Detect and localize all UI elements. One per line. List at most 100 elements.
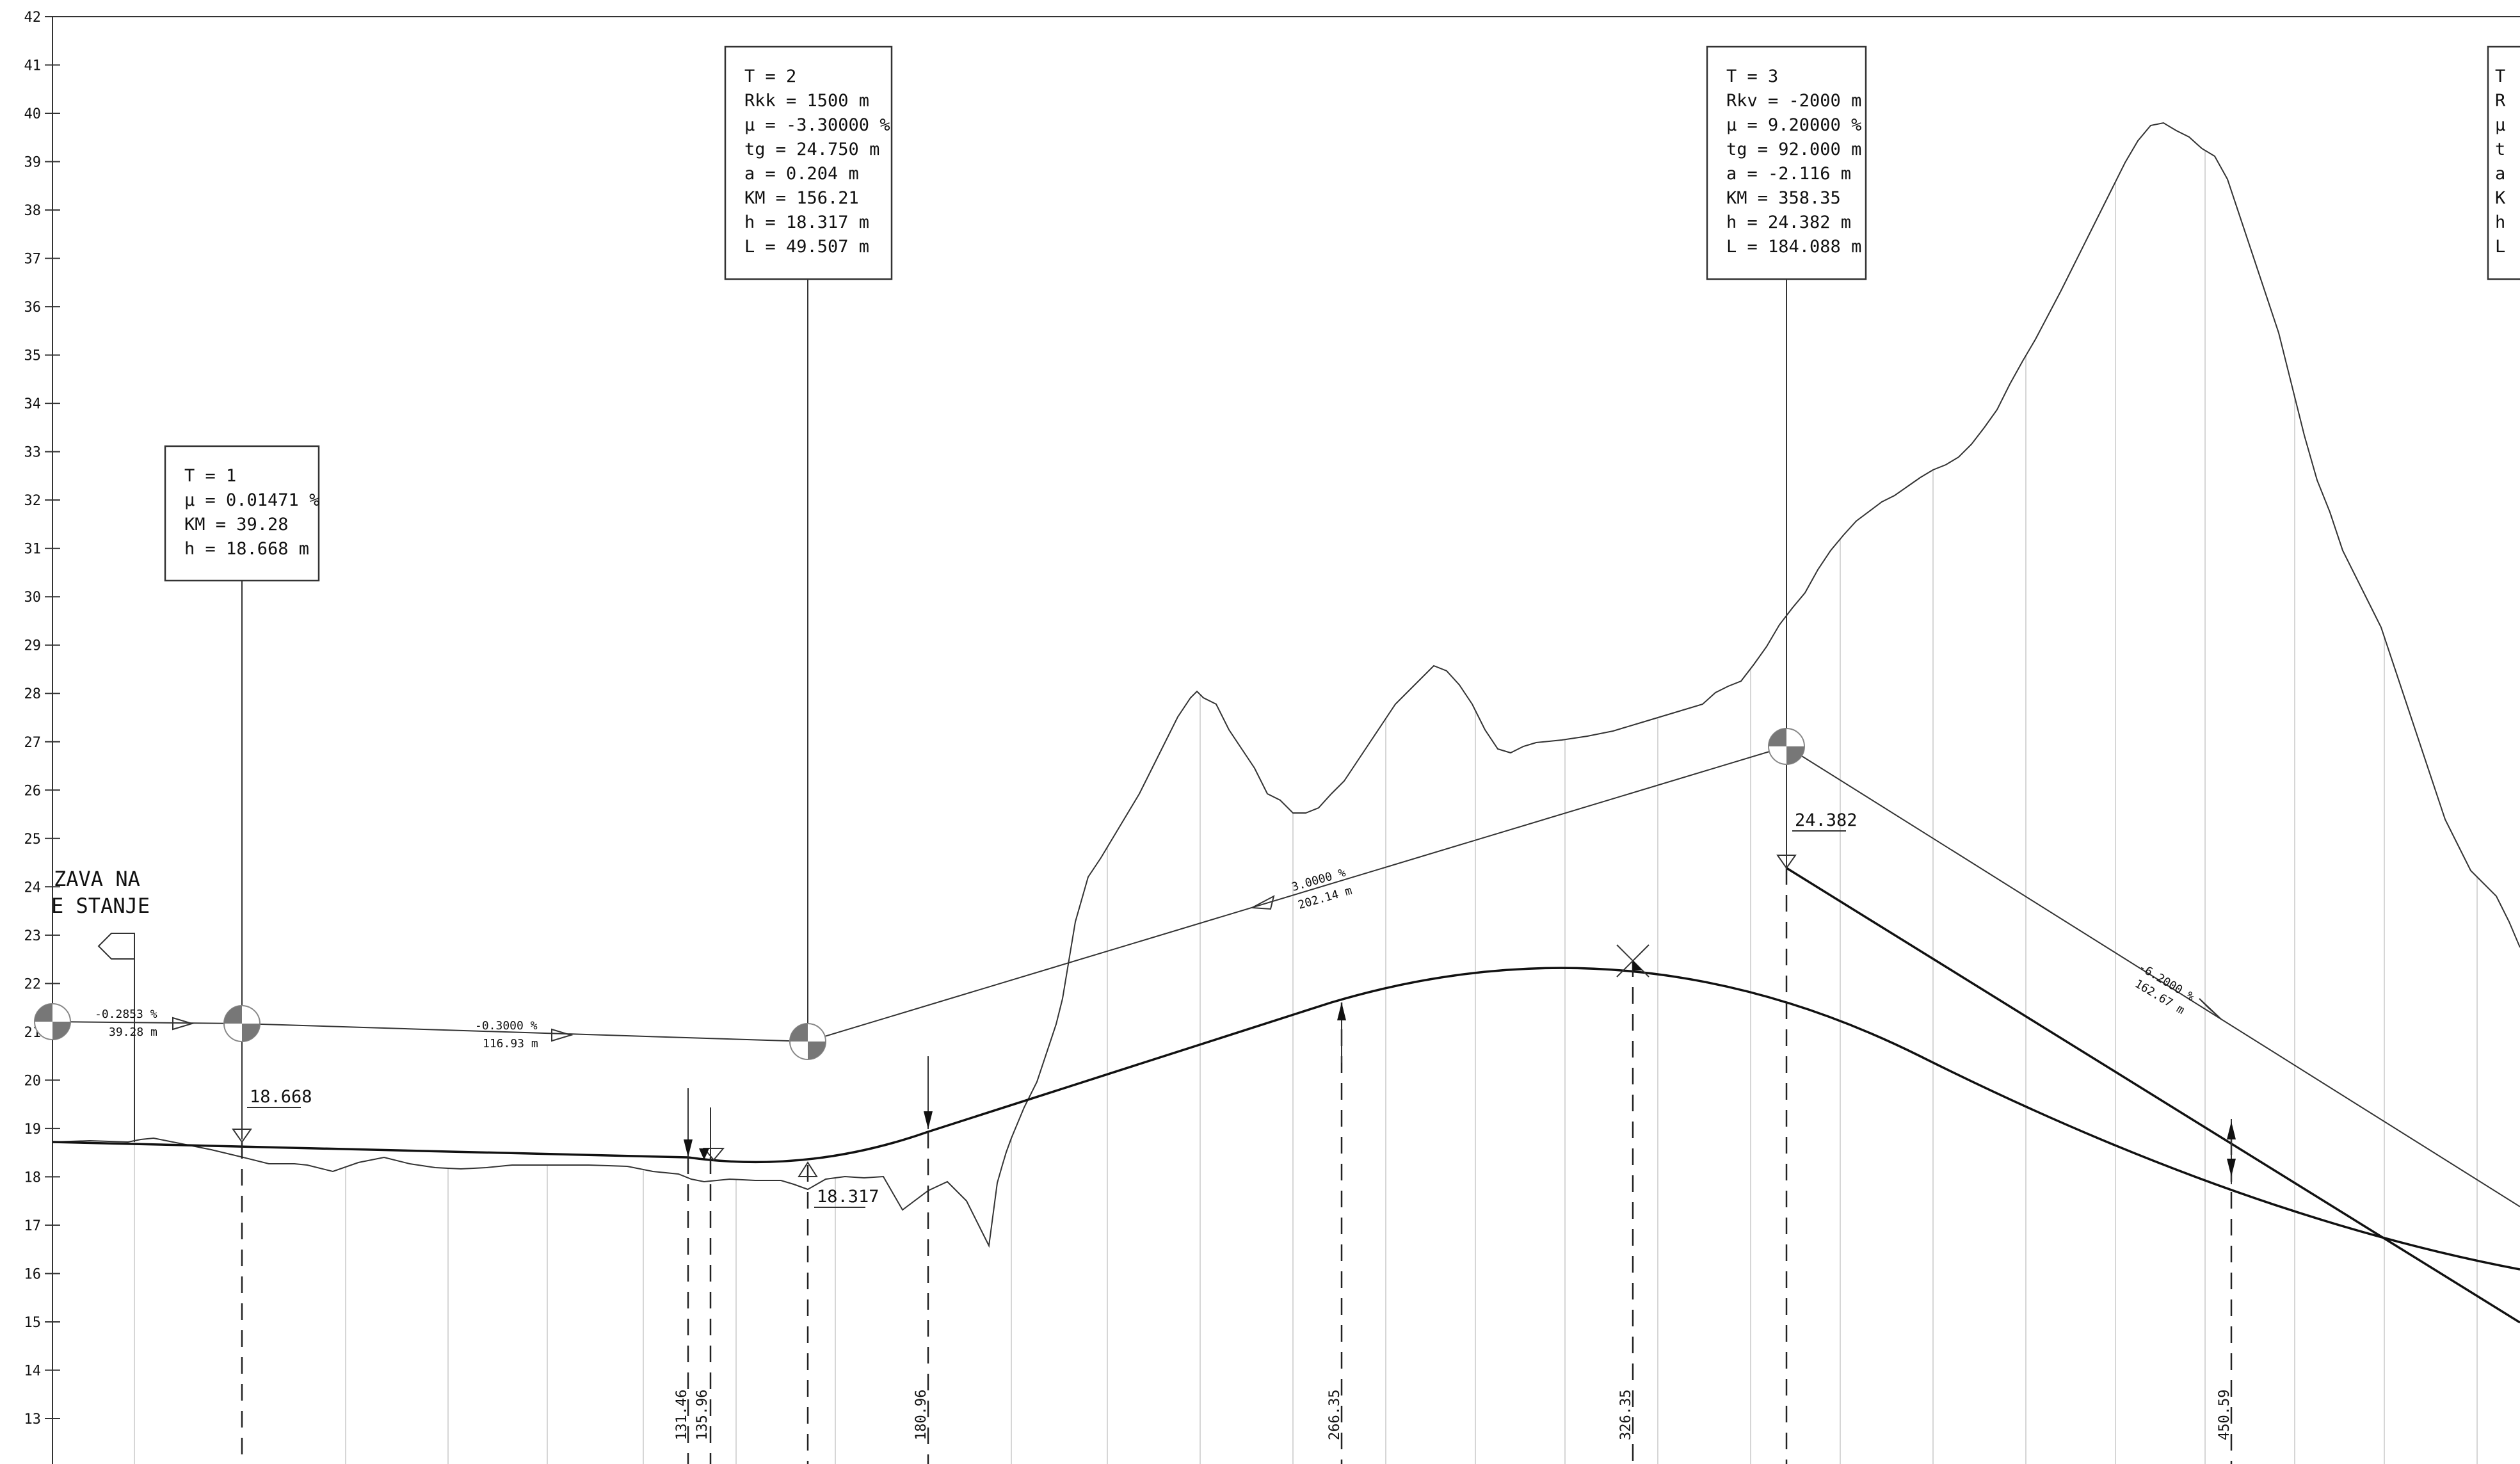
axis-tick-label: 23 [24,928,42,944]
arrow-head-450b [2227,1159,2236,1177]
axis-tick-label: 32 [24,493,42,509]
axis-tick-label: 26 [24,783,42,799]
tangent-box-line: T = 3 [1726,67,1778,86]
axis-tick-label: 31 [24,542,42,558]
tangent-box-line: T = 2 [744,67,796,86]
tangent-box-line: KM = 358.35 [1726,188,1841,208]
tangent-box-line: KM = 156.21 [744,188,859,208]
elevation-label-t2: 18.317 [817,1187,879,1207]
tangent-box-line: a [2495,164,2505,184]
tangent-box-t2: T = 2 Rkk = 1500 m μ = -3.30000 % tg = 24.7… [724,45,893,280]
station-label-180: 180.96 [913,1390,929,1440]
tangent-box-line: h = 18.317 m [744,213,869,232]
axis-tick-label: 29 [24,638,42,654]
terrain-profile-line [52,122,2520,1248]
station-label-266: 266.35 [1327,1390,1343,1440]
tangent-box-line: h [2495,213,2505,232]
axis-tick-label: 20 [24,1073,42,1089]
axis-tick-label: 17 [24,1218,42,1234]
elevation-label-t3: 24.382 [1795,810,1858,830]
tangent-box-line: Rkk = 1500 m [744,91,869,111]
axis-tick-label: 25 [24,832,42,848]
marker-t2 [798,1161,818,1177]
tangent-box-line: h = 24.382 m [1726,213,1851,232]
marker-t1 [232,1129,252,1143]
elevation-axis: 1314151617181920212223242526272829303132… [24,10,60,1464]
tangent-box-line: a = 0.204 m [744,164,859,184]
axis-tick-label: 37 [24,252,42,268]
axis-tick-label: 19 [24,1122,42,1138]
axis-tick-label: 13 [24,1412,42,1428]
axis-tick-label: 33 [24,445,42,461]
grade-len-0: 39.28 m [109,1026,157,1039]
tangent-box-line: tg = 24.750 m [744,140,879,159]
arrow-head-266 [1337,1002,1346,1020]
grade-len-1: 116.93 m [483,1037,538,1050]
grade-arrow-3 [2199,998,2222,1020]
tangent-box-line: μ = 9.20000 % [1726,115,1861,135]
tangent-box-line: Rkv = -2000 m [1726,91,1861,111]
arrow-head-450 [2227,1122,2236,1139]
tangent-box-line: L [2495,237,2505,257]
axis-tick-label: 39 [24,155,42,171]
tangent-box-line: K [2495,188,2506,208]
design-tangent-extension [1786,867,2520,1324]
terrain-hatching [134,150,2478,1464]
grade-arrow-2 [1249,895,1275,910]
design-profile-line [52,967,2520,1271]
grade-arrow-1 [551,1028,574,1042]
axis-tick-label: 18 [24,1170,42,1186]
axis-tick-label: 22 [24,976,42,992]
pvi-circle-t1 [223,1005,261,1042]
tangent-box-line: μ = -3.30000 % [744,115,890,135]
axis-tick-label: 36 [24,300,42,316]
left-label-line1: ZAVA NA [54,867,140,891]
tangent-box-line: L = 49.507 m [744,237,869,257]
tangent-box-line: t [2495,140,2505,159]
marker-t3 [1776,855,1797,869]
tangent-box-line: KM = 39.28 [184,515,289,535]
axis-tick-label: 42 [24,10,42,26]
axis-tick-label: 16 [24,1266,42,1282]
axis-tick-label: 24 [24,880,42,896]
tangent-box-line: μ = 0.01471 % [184,490,319,510]
tangent-box-line: T [2495,67,2505,86]
pvi-circle-t2 [789,1023,826,1060]
tangent-box-line: L = 184.088 m [1726,237,1861,257]
tangent-box-line: h = 18.668 m [184,539,309,559]
marker-131-fill [699,1148,709,1160]
arrow-head-131 [684,1139,693,1157]
elevation-label-t1: 18.668 [250,1087,312,1107]
tangent-box-t1: T = 1 μ = 0.01471 % KM = 39.28 h = 18.668 m [164,445,319,582]
axis-tick-label: 34 [24,396,42,412]
tangent-box-line: μ [2495,115,2505,135]
tangent-box-line: a = -2.116 m [1726,164,1851,184]
axis-tick-label: 40 [24,106,42,122]
grade-arrow-0 [172,1017,195,1031]
pvi-circle-t3 [1768,728,1805,765]
tangent-box-line: R [2495,91,2506,111]
high-point-marker [1633,960,1642,970]
tangent-box-line: tg = 92.000 m [1726,140,1861,159]
axis-tick-label: 15 [24,1315,42,1331]
arrow-head-180 [924,1111,933,1129]
left-label-line2: E STANJE [51,894,150,918]
axis-tick-label: 27 [24,735,42,751]
axis-tick-label: 35 [24,348,42,364]
grade-pct-0: -0.2853 % [95,1008,157,1021]
tangent-box-t3: T = 3 Rkv = -2000 m μ = 9.20000 % tg = 92.0… [1706,45,1867,280]
left-flag-icon [97,933,135,960]
station-label-326: 326.35 [1618,1390,1634,1440]
pvi-circle-start [34,1003,71,1040]
axis-tick-label: 28 [24,686,42,702]
marker-135 [702,1148,725,1161]
axis-tick-label: 14 [24,1363,42,1379]
grade-pct-1: -0.3000 % [475,1019,538,1033]
tangent-box-line: T = 1 [184,466,236,486]
station-label-131: 131.46 [674,1390,690,1440]
axis-tick-label: 38 [24,203,42,219]
station-label-135: 135.96 [694,1390,710,1440]
station-label-450: 450.59 [2217,1390,2233,1440]
